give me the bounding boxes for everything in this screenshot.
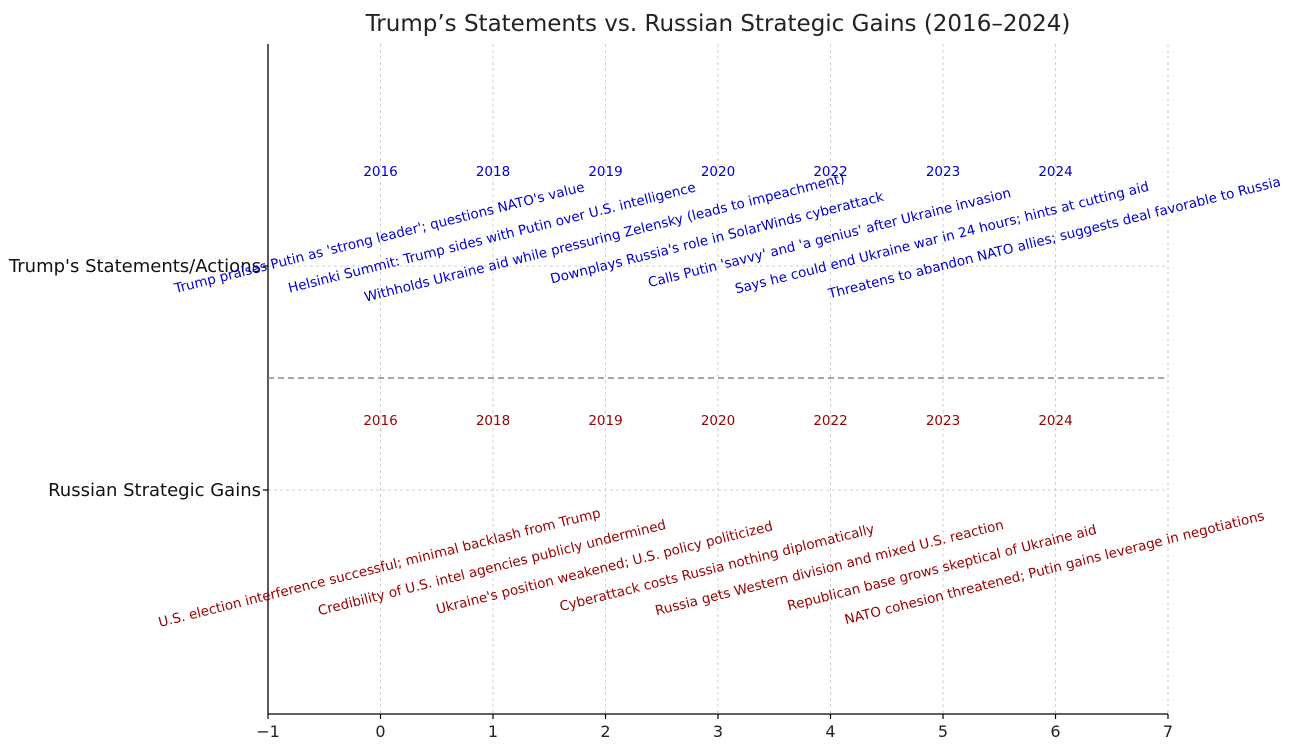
annotation-year: 2024 [1038, 413, 1072, 429]
y-tick-label: Trump's Statements/Actions [8, 256, 261, 277]
x-tick-label: −1 [256, 722, 280, 741]
grid-layer [267, 44, 1169, 714]
y-tick-layer: Trump's Statements/Actions Russian Strate… [8, 256, 268, 501]
x-tick-label: 1 [488, 722, 498, 741]
x-tick-label: 0 [375, 722, 385, 741]
x-tick-label: 6 [1050, 722, 1060, 741]
annotation-year: 2016 [363, 164, 397, 180]
annotation-year: 2020 [701, 164, 735, 180]
annotation-year: 2019 [588, 164, 622, 180]
annotation-year: 2020 [701, 413, 735, 429]
annotation-year: 2023 [926, 164, 960, 180]
chart-title: Trump’s Statements vs. Russian Strategic… [365, 11, 1071, 37]
annotation-year: 2024 [1038, 164, 1072, 180]
x-tick-layer: −1 0 1 2 3 4 5 6 7 [256, 714, 1173, 741]
x-tick-label: 4 [825, 722, 835, 741]
annotation-text: Threatens to abandon NATO allies; sugges… [826, 174, 1283, 302]
annotation-year: 2022 [813, 164, 847, 180]
x-tick-label: 5 [938, 722, 948, 741]
x-tick-label: 7 [1163, 722, 1173, 741]
annotation-year: 2018 [476, 164, 510, 180]
annotation-year: 2019 [588, 413, 622, 429]
y-tick-label: Russian Strategic Gains [48, 480, 261, 501]
annotation-year: 2016 [363, 413, 397, 429]
x-tick-label: 2 [600, 722, 610, 741]
annotation-year: 2022 [813, 413, 847, 429]
x-tick-label: 3 [713, 722, 723, 741]
annotation-year: 2018 [476, 413, 510, 429]
annotation-text: U.S. election interference successful; m… [157, 505, 602, 631]
annotation-year: 2023 [926, 413, 960, 429]
